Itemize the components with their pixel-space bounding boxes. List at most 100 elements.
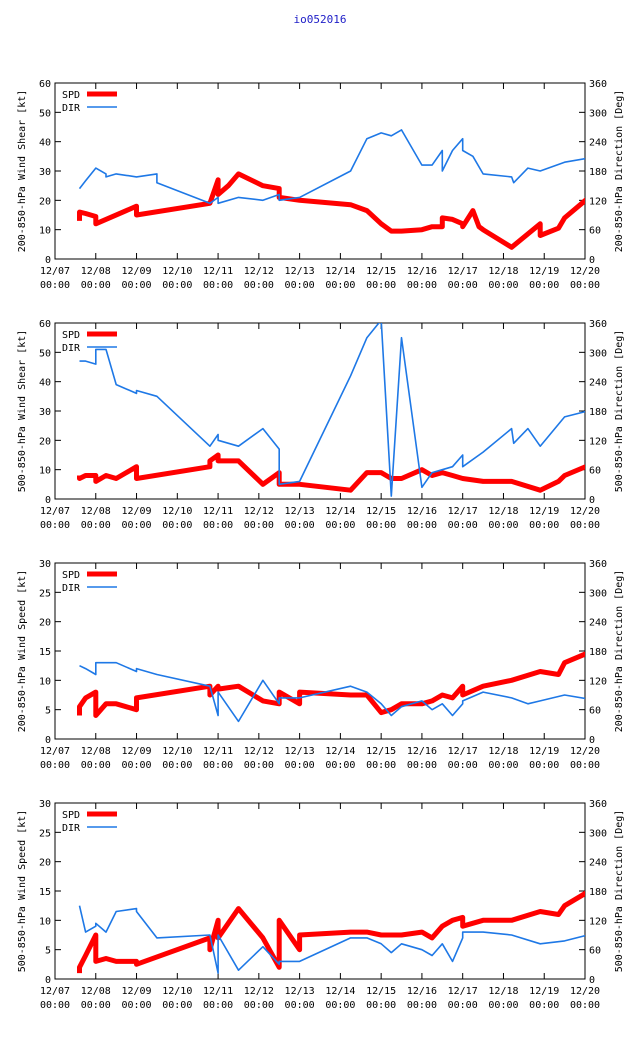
chart3-xtick-date: 12/20 [570,746,600,757]
chart2-xtick-time: 00:00 [407,520,437,531]
chart4-y2tick-label: 360 [589,799,607,810]
chart2-series-spd-line [77,452,585,493]
chart4-ytick-label: 0 [45,975,51,986]
chart2-ytick-label: 20 [39,436,51,447]
chart2-y2tick-label: 180 [589,407,607,418]
chart4-xtick-date: 12/13 [285,986,315,997]
chart1-ylabel: 200-850-hPa Wind Shear [kt] [17,90,28,253]
chart2-legend-label-dir: DIR [62,343,81,354]
chart3-xtick-time: 00:00 [162,760,192,771]
chart1-xtick-date: 12/08 [81,266,111,277]
chart3-xtick-date: 12/10 [162,746,192,757]
chart1-xtick-date: 12/20 [570,266,600,277]
chart4-xtick-time: 00:00 [570,1000,600,1011]
chart1-ytick-label: 50 [39,108,51,119]
chart1-xtick-date: 12/11 [203,266,233,277]
chart1-xtick-date: 12/18 [488,266,518,277]
chart2-xtick-time: 00:00 [448,520,478,531]
chart1-series-dir-line [78,129,585,205]
chart4-xtick-time: 00:00 [81,1000,111,1011]
chart4-xtick-date: 12/18 [488,986,518,997]
chart2-xtick-date: 12/14 [325,506,355,517]
chart1-ytick-label: 10 [39,226,51,237]
chart3-xtick-time: 00:00 [529,760,559,771]
chart1-legend-label-dir: DIR [62,103,81,114]
chart3-xtick-time: 00:00 [407,760,437,771]
chart2-xtick-time: 00:00 [488,520,518,531]
chart4-xtick-date: 12/17 [448,986,478,997]
chart3-xtick-date: 12/11 [203,746,233,757]
chart4-y2tick-label: 60 [589,946,601,957]
chart3-xtick-time: 00:00 [121,760,151,771]
chart4-xtick-date: 12/08 [81,986,111,997]
page-title: io052016 [293,13,347,26]
chart4-xtick-date: 12/12 [244,986,274,997]
chart2-xtick-time: 00:00 [244,520,274,531]
chart1-xtick-time: 00:00 [162,280,192,291]
chart3-xtick-date: 12/15 [366,746,396,757]
chart3-legend-label-spd: SPD [62,570,80,581]
chart4-xtick-date: 12/20 [570,986,600,997]
chart3-series-dir-line [79,661,585,723]
chart1-xtick-time: 00:00 [203,280,233,291]
chart2-y2tick-label: 360 [589,319,607,330]
chart2-xtick-date: 12/12 [244,506,274,517]
chart3-y2tick-label: 60 [589,706,601,717]
chart1-y2tick-label: 60 [589,226,601,237]
chart1-xtick-time: 00:00 [40,280,70,291]
chart3-ytick-label: 20 [39,618,51,629]
chart3-xtick-time: 00:00 [81,760,111,771]
chart1-xtick-date: 12/16 [407,266,437,277]
chart1-xtick-date: 12/14 [325,266,355,277]
chart2-xtick-time: 00:00 [40,520,70,531]
chart2-xtick-time: 00:00 [529,520,559,531]
chart1-xtick-date: 12/12 [244,266,274,277]
chart2-xtick-time: 00:00 [285,520,315,531]
chart2-xtick-time: 00:00 [203,520,233,531]
chart1-xtick-time: 00:00 [488,280,518,291]
chart1-y2tick-label: 240 [589,138,607,149]
chart1-xtick-date: 12/10 [162,266,192,277]
chart4-xtick-time: 00:00 [407,1000,437,1011]
chart2-xtick-date: 12/08 [81,506,111,517]
chart3-y2tick-label: 0 [589,735,595,746]
chart4-ytick-label: 25 [39,828,51,839]
chart1-xtick-date: 12/19 [529,266,559,277]
chart2-xtick-date: 12/09 [121,506,151,517]
chart1-xtick-time: 00:00 [325,280,355,291]
chart1-xtick-date: 12/07 [40,266,70,277]
chart2-y2label: 500-850-hPa Direction [Deg] [614,330,625,493]
chart3-y2tick-label: 300 [589,588,607,599]
chart3-xtick-date: 12/13 [285,746,315,757]
chart3-xtick-date: 12/09 [121,746,151,757]
chart3-xtick-time: 00:00 [488,760,518,771]
chart2-xtick-date: 12/07 [40,506,70,517]
chart3-ytick-label: 15 [39,647,51,658]
chart3-series-spd-line [77,651,585,718]
chart3-ytick-label: 10 [39,676,51,687]
chart4-legend-label-dir: DIR [62,823,81,834]
chart2-ytick-label: 50 [39,348,51,359]
chart3-xtick-time: 00:00 [40,760,70,771]
chart4-xtick-time: 00:00 [244,1000,274,1011]
chart2-xtick-time: 00:00 [81,520,111,531]
chart2-series-dir-line [79,323,585,497]
chart1-ytick-label: 40 [39,138,51,149]
chart1-legend-label-spd: SPD [62,90,80,101]
chart3-ytick-label: 30 [39,559,51,570]
chart2-ytick-label: 10 [39,466,51,477]
chart4-xtick-time: 00:00 [40,1000,70,1011]
chart4-xtick-date: 12/10 [162,986,192,997]
chart2-xtick-time: 00:00 [121,520,151,531]
chart3-xtick-time: 00:00 [203,760,233,771]
chart4-xtick-time: 00:00 [366,1000,396,1011]
chart4-xtick-date: 12/07 [40,986,70,997]
chart1-xtick-time: 00:00 [81,280,111,291]
chart2-xtick-date: 12/15 [366,506,396,517]
chart3-ylabel: 200-850-hPa Wind Speed [kt] [17,570,28,733]
chart4-y2tick-label: 120 [589,916,607,927]
chart4-ytick-label: 5 [45,946,51,957]
chart4-xtick-time: 00:00 [448,1000,478,1011]
chart3-ytick-label: 5 [45,706,51,717]
